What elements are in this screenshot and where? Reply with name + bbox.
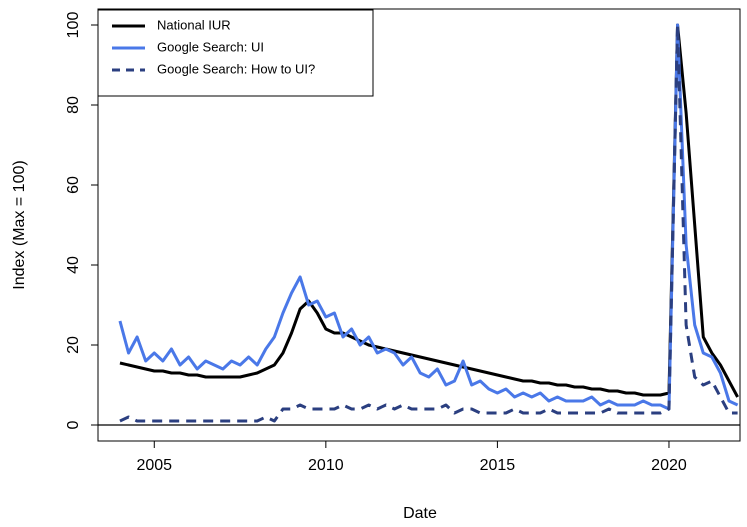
legend: National IUR Google Search: UI Google Sear…	[97, 9, 374, 97]
legend-box	[97, 9, 374, 97]
x-tick-label: 2015	[480, 457, 516, 474]
x-axis-label: Date	[403, 505, 437, 522]
x-tick-label: 2020	[651, 457, 687, 474]
legend-label: National IUR	[157, 17, 231, 32]
legend-label: Google Search: UI	[157, 39, 264, 54]
line-series	[119, 23, 738, 423]
y-tick-label: 20	[65, 336, 82, 354]
line-series	[119, 23, 739, 398]
legend-label: Google Search: How to UI?	[157, 61, 315, 76]
line-series	[118, 23, 739, 411]
x-tick-label: 2005	[136, 457, 172, 474]
y-tick-label: 80	[65, 96, 82, 114]
y-tick-label: 100	[65, 12, 82, 39]
y-tick-label: 60	[65, 176, 82, 194]
x-tick-label: 2010	[308, 457, 344, 474]
y-tick-label: 0	[65, 420, 82, 429]
y-axis-label: Index (Max = 100)	[11, 160, 28, 289]
plot-box	[97, 8, 741, 442]
y-tick-label: 40	[65, 256, 82, 274]
